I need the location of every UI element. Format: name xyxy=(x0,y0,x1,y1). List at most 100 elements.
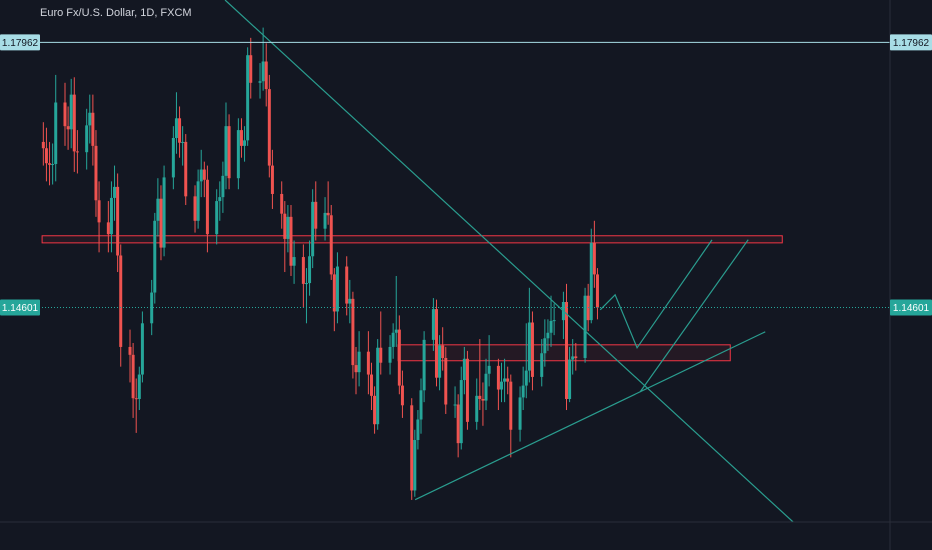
candle-body xyxy=(249,55,253,83)
candle-body xyxy=(221,175,225,198)
candle-body xyxy=(369,374,373,396)
price-label-box xyxy=(890,34,932,51)
candle-body xyxy=(335,266,339,312)
candle-body xyxy=(227,126,231,179)
candle-body xyxy=(88,112,92,126)
candle-body xyxy=(202,169,206,180)
candle-body xyxy=(140,323,144,375)
candle-body xyxy=(459,380,463,444)
candle-body xyxy=(75,151,79,153)
candle-body xyxy=(397,329,401,386)
candle-body xyxy=(66,126,70,130)
candle-body xyxy=(51,164,55,166)
candle-body xyxy=(258,81,262,83)
candle-body xyxy=(150,292,154,324)
candle-body xyxy=(518,397,522,430)
candle-body xyxy=(289,216,293,266)
candle-body xyxy=(592,242,596,275)
candle-body xyxy=(264,61,268,90)
candle-body xyxy=(106,222,110,235)
candle-body xyxy=(119,255,123,347)
candle-body xyxy=(236,130,240,179)
candle-body xyxy=(438,345,442,378)
candle-body xyxy=(116,186,120,256)
candle-body xyxy=(376,347,380,425)
candle-body xyxy=(496,365,500,390)
candle-body xyxy=(373,395,377,425)
candle-body xyxy=(595,274,599,308)
candle-body xyxy=(357,351,361,373)
candle-body xyxy=(193,196,197,221)
candle-body xyxy=(174,118,178,138)
candle-body xyxy=(137,374,141,399)
candle-body xyxy=(54,102,58,165)
candle-body xyxy=(178,118,182,143)
candle-body xyxy=(345,266,349,304)
candle-body xyxy=(434,309,438,378)
candle-body xyxy=(583,295,587,358)
candle-body xyxy=(199,169,203,182)
candle-body xyxy=(509,381,513,430)
candle-body xyxy=(552,320,556,322)
candle-body xyxy=(261,61,265,82)
candle-body xyxy=(444,357,448,405)
candle-body xyxy=(97,200,101,223)
candle-body xyxy=(413,439,417,491)
candle-body xyxy=(475,395,479,422)
candle-body xyxy=(184,141,188,197)
candle-body xyxy=(292,257,296,266)
candle-body xyxy=(499,381,503,390)
candle-body xyxy=(94,145,98,201)
candle-body xyxy=(205,179,209,235)
price-label-box xyxy=(0,299,40,316)
zone xyxy=(41,235,783,244)
zone xyxy=(397,344,731,362)
candle-body xyxy=(521,385,525,398)
trendline xyxy=(639,239,749,393)
candle-body xyxy=(63,102,67,127)
candle-body xyxy=(546,332,550,339)
trendline xyxy=(414,331,766,501)
candle-body xyxy=(301,257,305,284)
candle-body xyxy=(571,356,575,360)
candle-body xyxy=(530,322,534,377)
candle-body xyxy=(270,165,274,194)
trendline xyxy=(224,0,794,522)
candle-body xyxy=(506,378,510,382)
candle-body xyxy=(218,197,222,202)
candle-body xyxy=(109,197,113,235)
candle-body xyxy=(441,345,445,358)
candle-body xyxy=(113,186,117,198)
candle-body xyxy=(574,356,578,358)
candle-body xyxy=(85,125,89,153)
candle-body xyxy=(243,140,247,146)
candle-body xyxy=(348,298,352,304)
candle-body xyxy=(72,94,76,152)
candle-body xyxy=(549,320,553,333)
price-label: 1.17962 xyxy=(2,38,39,49)
price-label-box xyxy=(890,299,932,316)
candle-body xyxy=(153,220,157,293)
candle-body xyxy=(484,373,488,401)
candle-body xyxy=(91,112,95,146)
candle-body xyxy=(323,212,327,229)
candle-body xyxy=(456,404,460,444)
candle-body xyxy=(351,298,355,366)
candle-body xyxy=(503,378,507,382)
candle-body xyxy=(481,398,485,401)
candle-body xyxy=(44,148,48,164)
candle-body xyxy=(171,137,175,178)
candle-body xyxy=(478,395,482,399)
price-label: 1.14601 xyxy=(893,303,930,314)
candle-body xyxy=(286,216,290,239)
candle-body xyxy=(162,177,166,248)
candle-body xyxy=(565,302,569,399)
candle-body xyxy=(453,404,457,406)
candle-body xyxy=(416,419,420,440)
candle-body xyxy=(41,141,45,149)
candle-body xyxy=(224,126,228,176)
candle-body xyxy=(419,390,423,420)
candle-body xyxy=(379,347,383,363)
